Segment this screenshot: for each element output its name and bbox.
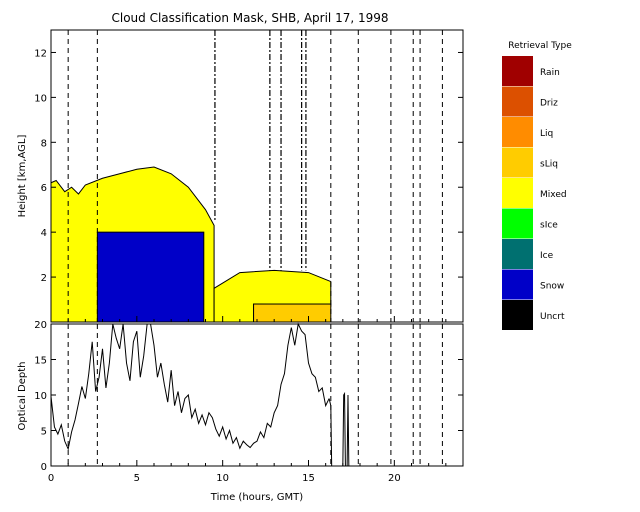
legend-swatch <box>502 178 533 208</box>
cloud-mask-panel: 2 4 6 8 10 12 Height [km,AGL] <box>17 29 464 323</box>
bottom-panel-border <box>50 323 464 467</box>
x-tick-label: 5 <box>134 473 140 484</box>
x-tick-label: 20 <box>388 473 401 484</box>
bottom-dashed-lines <box>67 324 443 466</box>
legend-swatch <box>502 117 533 147</box>
legend: Retrieval Type Rain Driz Liq sLiq Mixed sIce I… <box>502 41 572 330</box>
top-y-axis-label: Height [km,AGL] <box>17 135 28 218</box>
legend-entry-label: Rain <box>540 68 560 78</box>
optical-depth-series <box>50 322 350 467</box>
legend-swatch <box>502 269 533 300</box>
x-tick-label: 10 <box>216 473 229 484</box>
top-y-ticks: 2 4 6 8 10 12 <box>34 48 463 284</box>
y-tick-label: 10 <box>34 93 47 104</box>
legend-title: Retrieval Type <box>508 41 572 51</box>
bottom-y-axis-label: Optical Depth <box>17 362 28 431</box>
x-tick-label: 15 <box>302 473 315 484</box>
top-dashed-lines <box>67 30 443 322</box>
legend-swatch <box>502 208 533 239</box>
y-tick-label: 8 <box>41 138 47 149</box>
y-tick-label: 2 <box>41 273 47 284</box>
x-tick-label: 0 <box>48 473 54 484</box>
legend-entry-label: sIce <box>540 221 558 231</box>
legend-swatch <box>502 86 533 117</box>
legend-entry-label: Ice <box>540 251 554 261</box>
x-axis-label: Time (hours, GMT) <box>210 492 304 503</box>
y-tick-label: 12 <box>34 48 47 59</box>
legend-entry-label: sLiq <box>540 160 558 170</box>
y-tick-label: 10 <box>34 391 47 402</box>
y-tick-label: 20 <box>34 320 47 331</box>
y-tick-label: 5 <box>41 427 47 438</box>
y-tick-label: 0 <box>41 462 47 473</box>
y-tick-label: 4 <box>41 228 47 239</box>
optical-depth-line <box>50 322 330 451</box>
legend-swatch <box>502 147 533 178</box>
legend-entry-label: Uncrt <box>540 312 565 322</box>
x-ticks: 0 5 10 15 20 <box>48 316 464 484</box>
bottom-y-ticks: 0 5 10 15 20 <box>34 320 463 473</box>
optical-depth-panel: 0 5 10 15 20 0 5 10 15 20 Optical Depth Time (ho… <box>17 316 464 503</box>
snow-region <box>96 231 205 323</box>
legend-swatch <box>502 56 533 86</box>
y-tick-label: 6 <box>41 183 47 194</box>
legend-entry-label: Driz <box>540 99 558 109</box>
y-tick-label: 15 <box>34 356 47 367</box>
sliq-region <box>253 303 332 323</box>
legend-swatch <box>502 239 533 269</box>
legend-entry-label: Liq <box>540 129 553 139</box>
chart-title: Cloud Classification Mask, SHB, April 17… <box>111 11 388 25</box>
optical-depth-line <box>328 391 350 467</box>
legend-swatch <box>502 300 533 330</box>
echo-streaks <box>214 30 307 271</box>
legend-entry-label: Snow <box>540 282 564 292</box>
legend-entry-label: Mixed <box>540 190 567 200</box>
